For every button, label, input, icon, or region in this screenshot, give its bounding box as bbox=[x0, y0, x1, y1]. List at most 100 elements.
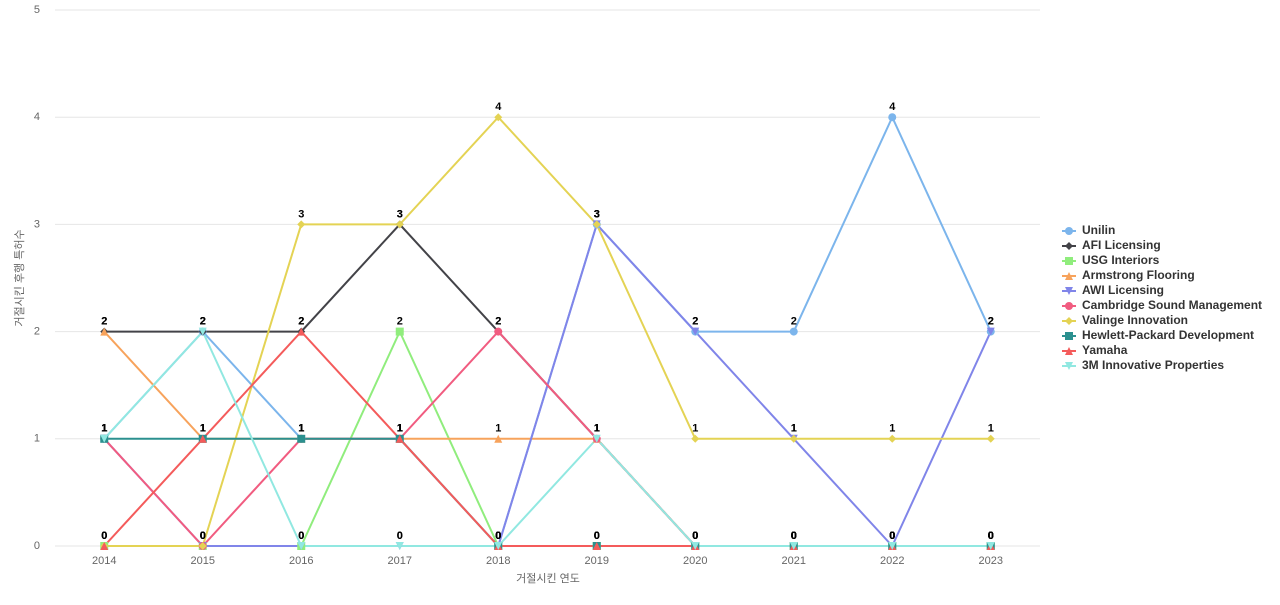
data-point bbox=[297, 220, 306, 229]
data-label: 0 bbox=[988, 530, 994, 542]
data-label: 0 bbox=[495, 530, 501, 542]
data-point bbox=[395, 434, 404, 443]
data-point bbox=[100, 434, 109, 443]
data-label: 0 bbox=[791, 530, 797, 542]
data-label: 1 bbox=[200, 423, 206, 435]
data-point bbox=[888, 434, 897, 443]
data-label: 0 bbox=[988, 530, 994, 542]
data-label: 0 bbox=[200, 530, 206, 542]
data-point bbox=[986, 327, 995, 336]
data-label: 0 bbox=[101, 530, 107, 542]
data-label: 1 bbox=[101, 423, 107, 435]
data-label: 0 bbox=[791, 530, 797, 542]
legend-marker bbox=[1065, 347, 1073, 355]
data-point bbox=[297, 434, 306, 443]
y-tick-label: 5 bbox=[34, 4, 40, 16]
data-label: 1 bbox=[298, 423, 304, 435]
x-tick-label: 2019 bbox=[585, 555, 609, 567]
data-label: 0 bbox=[495, 530, 501, 542]
data-label: 0 bbox=[889, 530, 895, 542]
data-point bbox=[494, 327, 503, 336]
data-label: 0 bbox=[495, 530, 501, 542]
data-label: 0 bbox=[397, 530, 403, 542]
data-point bbox=[888, 542, 897, 550]
data-label: 0 bbox=[889, 530, 895, 542]
y-axis-title: 거절시킨 후행 특허수 bbox=[13, 229, 26, 326]
data-label: 1 bbox=[397, 423, 403, 435]
data-point bbox=[100, 327, 109, 336]
legend-label: Yamaha bbox=[1082, 343, 1128, 357]
x-tick-label: 2018 bbox=[486, 555, 510, 567]
data-label: 1 bbox=[594, 423, 600, 435]
data-label: 0 bbox=[298, 530, 304, 542]
legend-marker bbox=[1065, 227, 1073, 235]
data-point bbox=[592, 542, 601, 550]
data-label: 1 bbox=[988, 423, 994, 435]
data-label: 1 bbox=[101, 423, 107, 435]
y-tick-label: 0 bbox=[34, 540, 40, 552]
data-point bbox=[198, 542, 207, 550]
data-label: 3 bbox=[397, 208, 403, 220]
data-label: 2 bbox=[495, 316, 501, 328]
data-label: 1 bbox=[397, 423, 403, 435]
data-label: 0 bbox=[397, 530, 403, 542]
data-label: 1 bbox=[594, 423, 600, 435]
data-label: 4 bbox=[495, 101, 502, 113]
data-point bbox=[198, 434, 207, 443]
data-point bbox=[691, 434, 700, 443]
y-tick-label: 2 bbox=[34, 326, 40, 338]
data-label: 1 bbox=[298, 423, 304, 435]
data-label: 0 bbox=[495, 530, 501, 542]
data-label: 0 bbox=[101, 530, 107, 542]
data-label: 0 bbox=[988, 530, 994, 542]
data-point bbox=[494, 434, 503, 443]
data-label: 2 bbox=[495, 316, 501, 328]
data-label: 0 bbox=[791, 530, 797, 542]
data-label: 2 bbox=[692, 316, 698, 328]
x-axis-title: 거절시킨 연도 bbox=[516, 572, 580, 585]
data-label: 0 bbox=[594, 530, 600, 542]
data-label: 2 bbox=[298, 316, 304, 328]
x-tick-label: 2015 bbox=[191, 555, 215, 567]
x-tick-label: 2023 bbox=[979, 555, 1003, 567]
data-label: 3 bbox=[397, 208, 403, 220]
data-point bbox=[986, 434, 995, 443]
y-tick-label: 1 bbox=[34, 433, 40, 445]
data-label: 0 bbox=[692, 530, 698, 542]
data-label: 0 bbox=[200, 530, 206, 542]
data-label: 1 bbox=[889, 423, 895, 435]
data-point bbox=[592, 434, 601, 443]
data-label: 2 bbox=[988, 316, 994, 328]
legend-marker bbox=[1065, 257, 1073, 265]
data-point bbox=[789, 327, 798, 336]
data-point bbox=[100, 542, 109, 550]
x-tick-label: 2017 bbox=[388, 555, 412, 567]
data-label: 2 bbox=[791, 316, 797, 328]
data-label: 1 bbox=[495, 423, 501, 435]
legend-marker bbox=[1065, 287, 1073, 295]
legend-label: USG Interiors bbox=[1082, 253, 1160, 267]
data-label: 2 bbox=[988, 316, 994, 328]
data-label: 1 bbox=[200, 423, 206, 435]
data-label: 2 bbox=[200, 316, 206, 328]
legend-label: 3M Innovative Properties bbox=[1082, 358, 1224, 372]
data-label: 0 bbox=[692, 530, 698, 542]
data-point bbox=[888, 113, 897, 122]
data-label: 1 bbox=[397, 423, 403, 435]
data-label: 1 bbox=[692, 423, 698, 435]
data-label: 1 bbox=[594, 423, 600, 435]
x-tick-label: 2022 bbox=[880, 555, 904, 567]
x-tick-label: 2014 bbox=[92, 555, 116, 567]
data-label: 0 bbox=[791, 530, 797, 542]
data-label: 1 bbox=[101, 423, 107, 435]
data-label: 0 bbox=[889, 530, 895, 542]
data-point bbox=[691, 327, 700, 336]
data-point bbox=[494, 113, 503, 122]
data-label: 0 bbox=[594, 530, 600, 542]
data-point bbox=[494, 542, 503, 550]
data-label: 0 bbox=[298, 530, 304, 542]
data-label: 0 bbox=[791, 530, 797, 542]
data-label: 0 bbox=[791, 530, 797, 542]
data-label: 2 bbox=[101, 316, 107, 328]
